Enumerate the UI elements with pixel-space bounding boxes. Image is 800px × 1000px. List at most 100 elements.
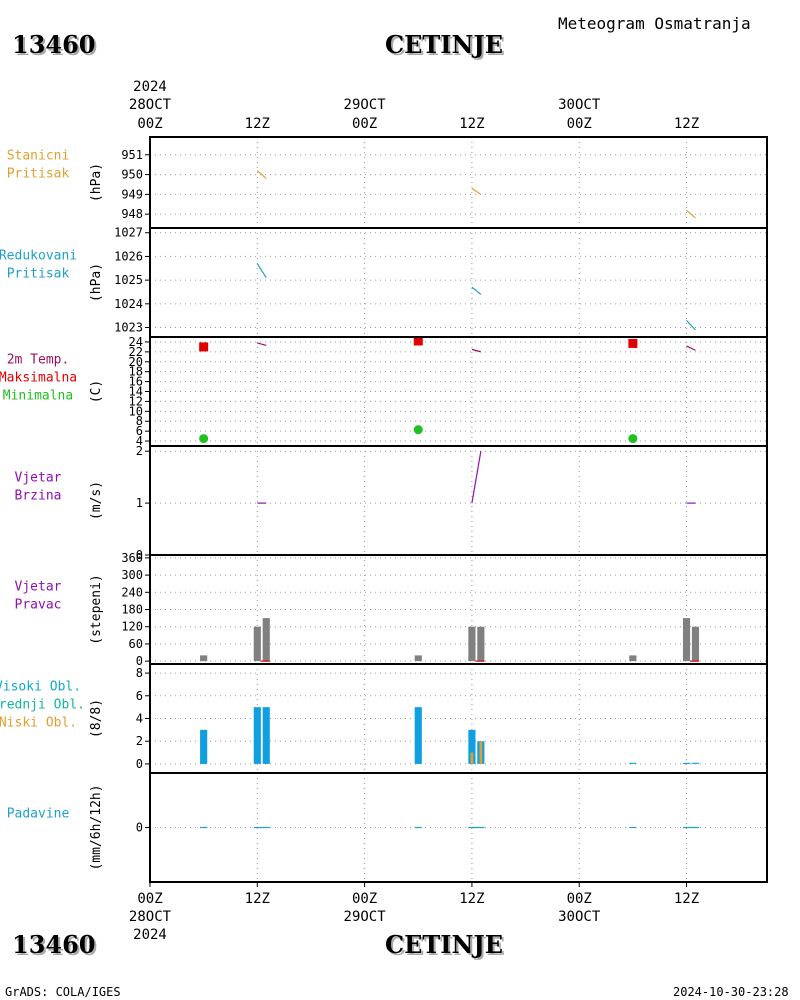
y-tick-label: 300	[121, 568, 143, 582]
y-tick-label: 20	[129, 355, 143, 369]
panel-label: Pravac	[15, 598, 62, 613]
panel-label: Srednji Obl.	[0, 698, 85, 713]
data-segment	[686, 209, 696, 219]
data-segment	[471, 187, 482, 195]
y-tick-label: 8	[136, 666, 143, 680]
panel-label: Visoki Obl.	[0, 680, 81, 695]
y-tick-label: 22	[129, 345, 143, 359]
data-point	[413, 425, 423, 435]
y-tick-label: 360	[121, 551, 143, 565]
y-tick-label: 6	[136, 689, 143, 703]
data-bar	[629, 655, 637, 662]
y-tick-label: 1027	[114, 226, 143, 240]
unit-label: (8/8)	[89, 699, 104, 738]
data-bar	[691, 762, 700, 764]
x-tick-hour-top: 00Z	[137, 116, 162, 132]
y-tick-label: 1026	[114, 249, 143, 263]
panel-label: Stanicni	[7, 149, 70, 164]
x-tick-date-top: 28OCT	[129, 97, 172, 113]
panel-label: Brzina	[15, 489, 62, 504]
station-name-bottom: CETINJE	[385, 930, 504, 959]
chart-subtitle: Meteogram Osmatranja	[558, 14, 751, 33]
panel-label: Minimalna	[3, 389, 73, 404]
x-tick-date-bottom: 28OCT	[129, 909, 172, 925]
x-tick-hour-bottom: 12Z	[674, 891, 699, 907]
data-bar	[682, 618, 691, 662]
panel-label: Pritisak	[7, 267, 70, 282]
panel-label: Vjetar	[15, 580, 62, 595]
data-square	[199, 342, 209, 352]
y-tick-label: 18	[129, 365, 143, 379]
data-bar	[414, 707, 422, 764]
y-tick-label: 2	[136, 734, 143, 748]
y-tick-label: 240	[121, 585, 143, 599]
data-bar	[477, 626, 485, 662]
data-bar	[468, 626, 476, 662]
plot-frame	[149, 136, 768, 883]
year-label-top: 2024	[133, 79, 167, 95]
y-tick-label: 24	[129, 335, 143, 349]
y-tick-label: 950	[121, 168, 143, 182]
data-bar	[200, 729, 208, 764]
x-tick-hour-bottom: 12Z	[459, 891, 484, 907]
unit-label: (mm/6h/12h)	[89, 784, 104, 870]
unit-label: (m/s)	[89, 481, 104, 520]
panel-label: Padavine	[7, 807, 70, 822]
y-tick-label: 120	[121, 620, 143, 634]
x-tick-hour-top: 12Z	[674, 116, 699, 132]
data-bar	[253, 626, 261, 662]
y-tick-label: 0	[136, 821, 143, 835]
y-tick-label: 949	[121, 187, 143, 201]
x-tick-hour-bottom: 12Z	[245, 891, 270, 907]
data-segment	[257, 342, 267, 347]
data-bar	[479, 741, 483, 764]
y-tick-label: 12	[129, 394, 143, 408]
data-bar	[262, 618, 270, 662]
data-point	[199, 434, 209, 444]
x-tick-date-bottom: 29OCT	[344, 909, 387, 925]
y-tick-label: 1023	[114, 321, 143, 335]
timestamp-text: 2024-10-30-23:28	[673, 985, 789, 999]
data-bar	[682, 762, 691, 764]
y-tick-label: 180	[121, 603, 143, 617]
data-segment	[256, 263, 267, 279]
y-tick-label: 1	[136, 496, 143, 510]
station-id-top: 13460	[12, 30, 96, 59]
x-tick-hour-bottom: 00Z	[137, 891, 162, 907]
data-segment	[256, 170, 267, 179]
x-tick-date-bottom: 30OCT	[558, 909, 601, 925]
data-segment	[471, 286, 482, 295]
panel-label: Redukovani	[0, 249, 77, 264]
x-tick-date-top: 30OCT	[558, 97, 601, 113]
data-square	[413, 336, 423, 346]
unit-label: (hPa)	[89, 263, 104, 302]
data-bar	[691, 626, 700, 662]
y-tick-label: 8	[136, 414, 143, 428]
panel-label: Niski Obl.	[0, 716, 77, 731]
data-bar	[468, 729, 476, 764]
data-segment	[471, 348, 482, 353]
y-tick-label: 0	[136, 654, 143, 668]
data-bar	[200, 655, 208, 662]
y-tick-label: 0	[136, 757, 143, 771]
data-bar	[253, 707, 261, 764]
unit-label: (stepeni)	[89, 574, 104, 644]
data-bar	[414, 655, 422, 662]
station-id-bottom: 13460	[12, 930, 96, 959]
data-bar	[262, 707, 270, 764]
panel-label: 2m Temp.	[7, 353, 70, 368]
x-tick-hour-top: 00Z	[567, 116, 592, 132]
data-square	[628, 338, 638, 348]
year-label-bottom: 2024	[133, 927, 167, 943]
credits-text: GrADS: COLA/IGES	[5, 985, 121, 999]
panel-label: Vjetar	[15, 471, 62, 486]
y-tick-label: 6	[136, 424, 143, 438]
y-tick-label: 0	[136, 548, 143, 562]
station-name-top: CETINJE	[385, 30, 504, 59]
x-tick-hour-top: 00Z	[352, 116, 377, 132]
y-tick-label: 4	[136, 434, 143, 448]
unit-label: (C)	[89, 380, 104, 403]
data-bar	[629, 762, 637, 764]
panel-label: Pritisak	[7, 167, 70, 182]
